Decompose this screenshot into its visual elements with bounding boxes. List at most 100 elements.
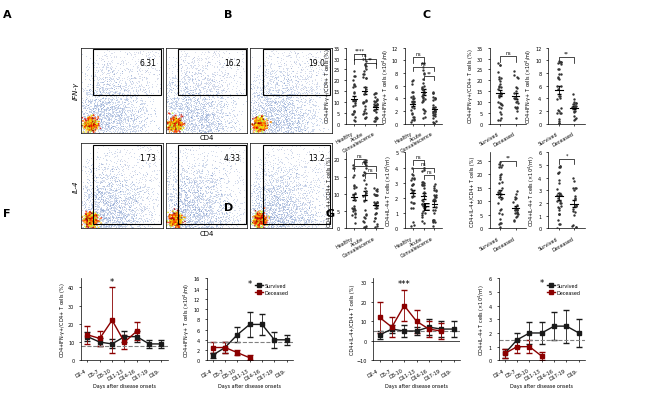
Point xyxy=(97,218,107,224)
Point xyxy=(119,102,129,108)
Point xyxy=(120,117,131,123)
Text: ns: ns xyxy=(415,154,421,159)
Point xyxy=(172,122,183,128)
Point xyxy=(98,99,108,105)
Point xyxy=(280,49,290,56)
Point xyxy=(177,180,187,186)
Point xyxy=(175,83,185,90)
Point xyxy=(109,109,120,116)
Point xyxy=(293,190,304,196)
Point xyxy=(229,55,239,62)
Point xyxy=(269,200,280,207)
Point xyxy=(101,197,111,204)
Point xyxy=(262,98,272,105)
Point xyxy=(274,160,284,166)
Point xyxy=(300,69,310,75)
Point xyxy=(295,202,306,209)
Point xyxy=(86,216,97,222)
Point xyxy=(108,189,118,196)
Point xyxy=(254,216,264,223)
Point xyxy=(313,213,324,220)
Point xyxy=(80,104,90,111)
Point xyxy=(213,224,223,230)
Point xyxy=(90,95,100,101)
Point xyxy=(90,213,101,220)
Point xyxy=(88,216,98,223)
Point xyxy=(178,217,188,224)
Point xyxy=(89,126,99,133)
Point xyxy=(89,123,99,130)
Point xyxy=(251,124,261,130)
Point xyxy=(182,125,192,131)
Point xyxy=(165,118,176,124)
Point xyxy=(114,92,125,99)
Point xyxy=(90,201,100,207)
Point xyxy=(193,128,203,134)
Point xyxy=(83,222,94,228)
Point xyxy=(294,124,305,131)
Point xyxy=(85,125,96,132)
Point xyxy=(187,115,198,122)
Point xyxy=(101,177,111,183)
Point xyxy=(263,115,273,121)
Point xyxy=(87,126,98,132)
Point xyxy=(224,218,235,225)
Point xyxy=(285,77,295,84)
Point xyxy=(190,220,200,227)
Point xyxy=(406,118,417,124)
Point xyxy=(87,122,98,128)
Point xyxy=(216,122,226,128)
Point xyxy=(238,150,248,156)
Point xyxy=(116,58,127,64)
Point xyxy=(308,126,318,132)
Point xyxy=(105,93,116,100)
Point xyxy=(304,88,315,94)
Point xyxy=(140,115,151,122)
Point xyxy=(86,219,96,225)
Point xyxy=(431,192,441,198)
Point xyxy=(202,111,213,117)
Point xyxy=(291,174,302,180)
Point xyxy=(283,53,294,59)
Point xyxy=(167,111,177,117)
Point xyxy=(294,119,304,126)
Point xyxy=(168,116,179,122)
Point xyxy=(291,70,301,77)
Point xyxy=(200,217,210,223)
Point xyxy=(255,115,265,121)
Point xyxy=(508,199,519,205)
Point xyxy=(258,201,268,207)
Point xyxy=(259,224,270,230)
Point xyxy=(96,173,106,179)
Point xyxy=(79,114,90,121)
Point xyxy=(252,130,263,136)
Point xyxy=(129,122,139,128)
Point xyxy=(268,109,278,115)
Point xyxy=(119,214,129,221)
Point xyxy=(168,186,178,192)
Point xyxy=(304,98,315,105)
Point xyxy=(264,90,274,96)
Point xyxy=(86,221,97,227)
Point xyxy=(255,220,265,226)
Point xyxy=(259,202,270,209)
Point xyxy=(187,180,197,187)
Point xyxy=(99,104,110,110)
Point xyxy=(196,175,206,181)
Point xyxy=(248,100,259,106)
Point xyxy=(253,126,263,132)
Point xyxy=(257,175,267,181)
Point xyxy=(147,128,157,134)
Point xyxy=(168,103,179,109)
Point xyxy=(178,147,188,154)
Point xyxy=(255,104,265,111)
Point xyxy=(216,107,227,113)
Point xyxy=(292,118,303,125)
Point xyxy=(259,169,269,175)
Point xyxy=(167,223,177,229)
Point xyxy=(109,118,119,125)
Point xyxy=(194,107,204,113)
Point xyxy=(166,119,177,126)
Point xyxy=(84,212,95,219)
Point xyxy=(99,211,110,218)
